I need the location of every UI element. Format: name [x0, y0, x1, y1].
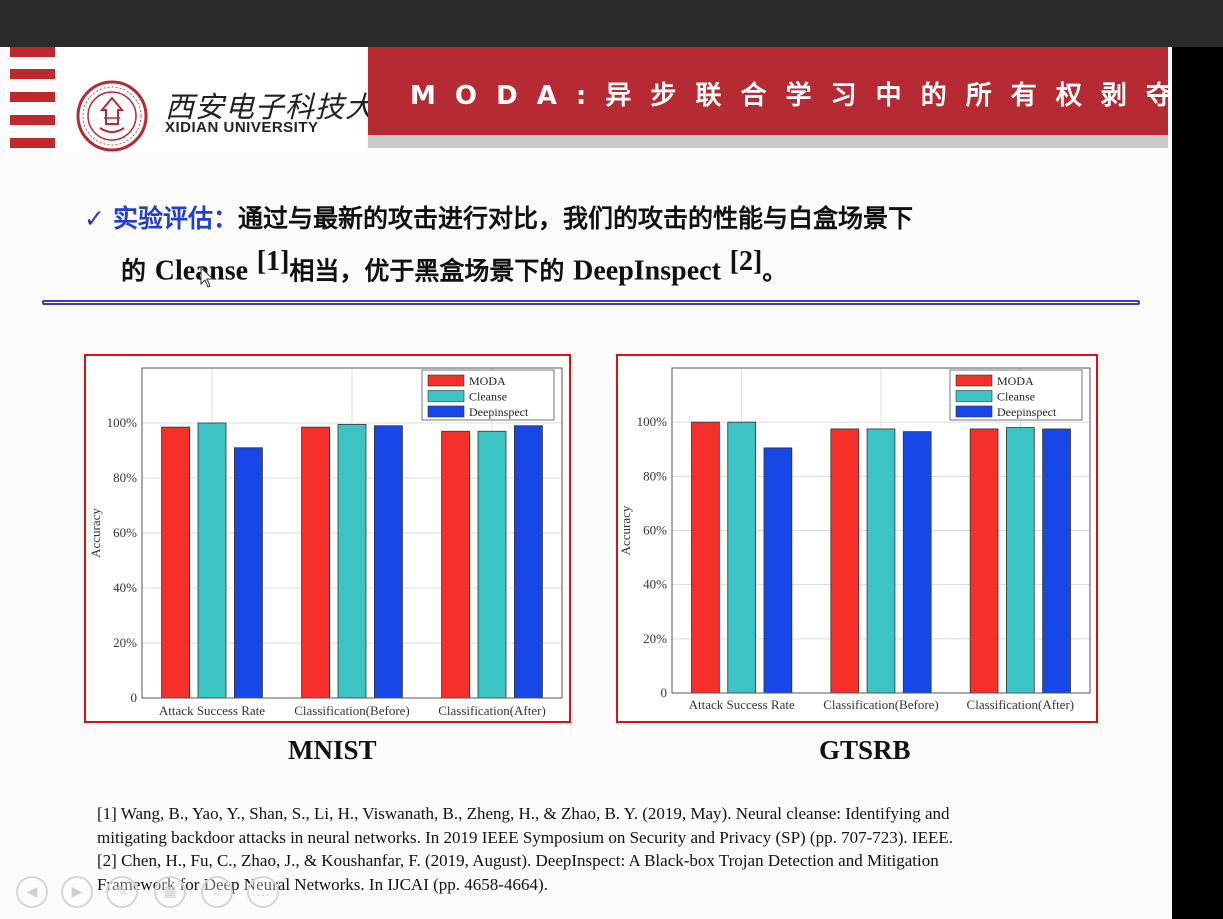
zoom-button[interactable]: ⌕: [201, 876, 233, 908]
y-tick-label: 0: [661, 685, 668, 700]
reference-line: [2] Chen, H., Fu, C., Zhao, J., & Kousha…: [97, 851, 939, 870]
decor-stripe: [10, 47, 55, 57]
bar: [233, 447, 263, 699]
y-tick-label: 100%: [637, 414, 668, 429]
mnist-chart: 0 20% 40% 60% 80% 100% Attack Success Rate Clas…: [84, 354, 571, 723]
bar: [727, 421, 756, 694]
mnist-caption: MNIST: [288, 735, 377, 765]
legend-label: Deepinspect: [997, 405, 1057, 419]
x-tick-label: Classification(After): [438, 703, 546, 718]
ref-marker-2: [2]: [729, 246, 763, 277]
y-tick-label: 100%: [107, 415, 138, 430]
bar: [161, 426, 190, 699]
deepinspect-term: DeepInspect: [573, 255, 721, 287]
university-seal-icon: [76, 80, 148, 152]
slides-overview-button[interactable]: ▦: [154, 876, 186, 908]
heading-text-part: 。: [762, 256, 788, 286]
y-tick-label: 20%: [113, 635, 137, 650]
y-tick-label: 80%: [643, 468, 667, 483]
bar: [902, 431, 932, 694]
gtsrb-caption: GTSRB: [819, 735, 911, 765]
viewer-right-bar: [1172, 47, 1223, 919]
university-name-cn: 西安电子科技大学: [165, 90, 406, 124]
decor-stripe: [10, 115, 55, 125]
bar: [513, 425, 543, 699]
legend-label: Cleanse: [997, 390, 1035, 404]
bar: [969, 428, 999, 694]
reference-line: [1] Wang, B., Yao, Y., Shan, S., Li, H.,…: [97, 804, 950, 823]
x-tick-label: Classification(Before): [294, 703, 410, 718]
heading-label: 实验评估：: [112, 204, 238, 233]
gtsrb-chart: 0 20% 40% 60% 80% 100% Attack Success Rate Clas…: [616, 354, 1098, 723]
y-tick-label: 40%: [113, 580, 137, 595]
y-tick-label: 40%: [643, 577, 667, 592]
bar: [301, 426, 331, 699]
heading-text: 通过与最新的攻击进行对比，我们的攻击的性能与白盒场景下: [237, 204, 913, 233]
decor-stripe: [10, 138, 55, 148]
gtsrb-chart-svg: 0 20% 40% 60% 80% 100% Attack Success Rate Clas…: [618, 367, 1091, 712]
axes-frame: [671, 367, 1091, 694]
y-axis-label: Accuracy: [618, 505, 633, 555]
y-tick-label: 60%: [643, 523, 667, 538]
heading-text-part: 相当，优于黑盒场景下的: [289, 256, 574, 286]
decor-stripe: [10, 69, 55, 79]
y-axis-label: Accuracy: [88, 508, 103, 558]
bar: [373, 425, 403, 699]
bar: [477, 430, 507, 699]
legend-label: MODA: [997, 374, 1034, 388]
x-tick-label: Classification(After): [967, 697, 1075, 712]
viewer-top-bar: [0, 0, 1223, 47]
legend-label: Cleanse: [469, 390, 507, 404]
slide-heading: ✓实验评估：通过与最新的攻击进行对比，我们的攻击的性能与白盒场景下 的 Clea…: [84, 197, 1114, 292]
heading-line-2: 的 Cleanse [1]相当，优于黑盒场景下的 DeepInspect [2]…: [84, 240, 1114, 292]
heading-text-part: 的: [121, 256, 155, 286]
heading-divider: [42, 300, 1140, 305]
legend-swatch: [955, 405, 993, 418]
y-tick-label: 80%: [113, 470, 137, 485]
bar: [866, 428, 896, 694]
pen-tool-button[interactable]: ✎: [106, 876, 138, 908]
more-options-button[interactable]: …: [247, 876, 279, 908]
axes-frame: [141, 367, 563, 699]
legend-swatch: [955, 374, 993, 387]
legend-swatch: [955, 390, 993, 402]
next-slide-button[interactable]: ▶: [61, 876, 93, 908]
bar: [1042, 428, 1071, 694]
legend-label: MODA: [469, 374, 506, 388]
mnist-chart-svg: 0 20% 40% 60% 80% 100% Attack Success Rate Clas…: [88, 367, 563, 718]
bar: [197, 422, 227, 699]
bar: [691, 421, 720, 694]
reference-line: mitigating backdoor attacks in neural ne…: [97, 827, 953, 847]
y-tick-label: 0: [131, 690, 138, 705]
y-tick-label: 20%: [643, 631, 667, 646]
legend-swatch: [427, 390, 465, 402]
bar: [337, 423, 367, 699]
bar: [830, 428, 860, 694]
bar: [441, 430, 471, 699]
bar: [1005, 427, 1035, 694]
university-name-en: XIDIAN UNIVERSITY: [165, 119, 319, 136]
x-tick-label: Attack Success Rate: [159, 703, 265, 718]
x-tick-label: Attack Success Rate: [689, 697, 795, 712]
title-banner: [368, 47, 1168, 135]
title-banner-shadow: [368, 135, 1168, 148]
checkmark-icon: ✓: [84, 204, 105, 233]
slide-title: M O D A : 异 步 联 合 学 习 中 的 所 有 权 剥 夺 攻 击: [410, 81, 1172, 111]
legend-swatch: [427, 374, 465, 387]
mouse-cursor-icon: [200, 267, 215, 288]
slide: 西安电子科技大学 XIDIAN UNIVERSITY M O D A : 异 步…: [0, 47, 1172, 919]
x-tick-label: Classification(Before): [823, 697, 939, 712]
bar: [763, 447, 793, 694]
decor-stripe: [10, 92, 55, 102]
legend-swatch: [427, 405, 465, 418]
legend-label: Deepinspect: [469, 405, 529, 419]
previous-slide-button[interactable]: ◀: [16, 876, 48, 908]
ref-marker-1: [1]: [256, 246, 290, 277]
y-tick-label: 60%: [113, 525, 137, 540]
